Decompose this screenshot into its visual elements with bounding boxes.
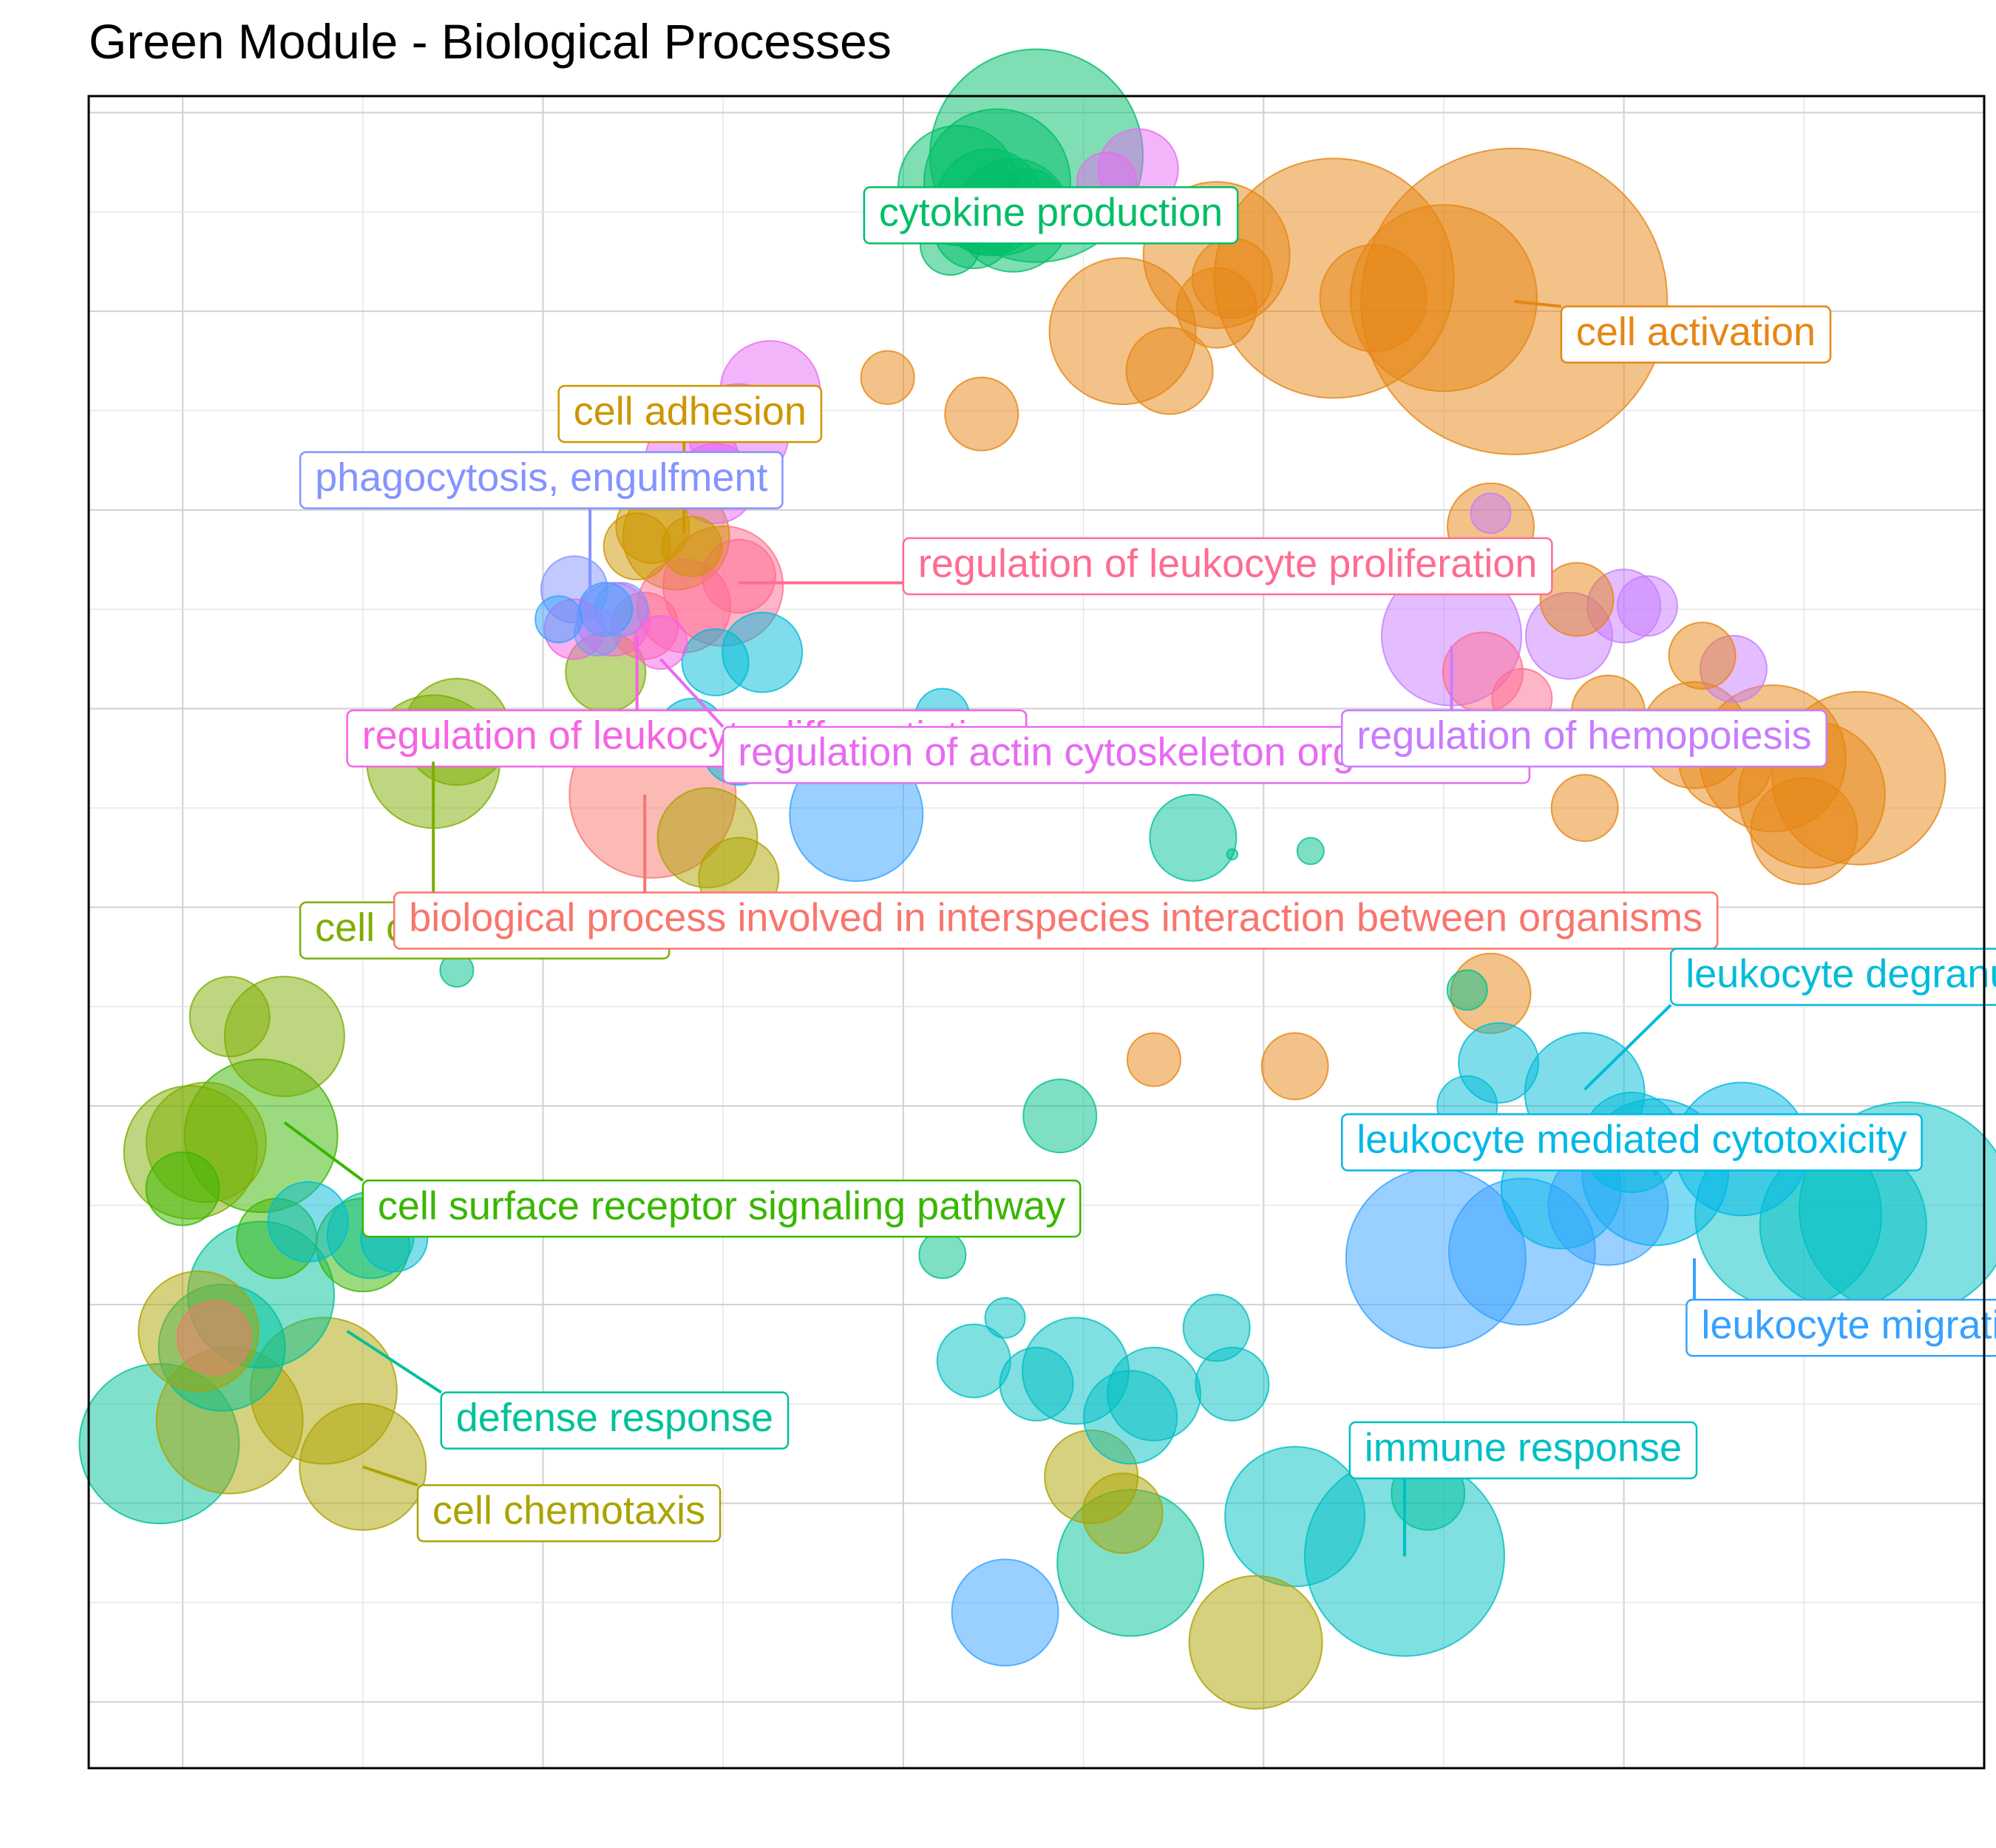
chart-title: Green Module - Biological Processes (89, 14, 892, 69)
data-point-bubble (1260, 1032, 1329, 1101)
label-box (1686, 1299, 1996, 1357)
label-box (416, 1484, 722, 1543)
label-box (902, 537, 1553, 596)
data-point-bubble (145, 1151, 220, 1226)
series-label: immune response (1365, 1425, 1682, 1470)
data-point-bubble (918, 1231, 967, 1280)
series-label: phagocytosis, engulfment (315, 455, 767, 500)
data-point-bubble (1175, 267, 1257, 349)
data-point-bubble (1470, 492, 1512, 534)
label-leader-line (346, 1330, 442, 1394)
data-point-bubble (984, 1297, 1026, 1339)
series-label: biological process involved in interspec… (409, 896, 1703, 940)
data-point-bubble (1082, 1472, 1164, 1555)
data-point-bubble (951, 1558, 1059, 1667)
data-point-bubble (1539, 562, 1615, 637)
data-point-bubble (1750, 777, 1858, 886)
data-point-bubble (1446, 969, 1488, 1011)
data-point-bubble (1125, 327, 1214, 415)
label-box (361, 1179, 1082, 1238)
label-leader-line (283, 1121, 364, 1182)
data-point-bubble (1182, 1294, 1251, 1362)
series-label: cell adhesion (574, 389, 807, 433)
panel-border (87, 95, 1986, 1770)
label-box (1340, 1113, 1923, 1172)
series-label: cell surface receptor signaling pathway (378, 1183, 1066, 1228)
data-point-bubble (602, 512, 671, 581)
data-point-bubble (1022, 1078, 1098, 1154)
data-point-bubble (1668, 621, 1737, 690)
label-box (440, 1391, 790, 1450)
label-box (1348, 1421, 1698, 1480)
data-point-bubble (1550, 774, 1619, 843)
label-box (299, 451, 784, 509)
data-point-bubble (1224, 1446, 1366, 1588)
data-point-bubble (267, 1181, 349, 1263)
label-leader-line (1583, 1004, 1672, 1091)
data-point-bubble (177, 1300, 252, 1376)
label-leader-line (362, 1465, 418, 1487)
data-point-bubble (860, 350, 915, 405)
data-point-bubble (1319, 244, 1428, 353)
data-point-bubble (534, 595, 583, 644)
data-point-bubble (299, 1402, 427, 1531)
series-label: cell activation (1576, 310, 1816, 354)
data-point-bubble (1126, 1032, 1181, 1087)
series-label: regulation of hemopoiesis (1357, 713, 1811, 758)
label-box (1340, 709, 1827, 768)
data-point-bubble (661, 515, 723, 577)
label-box (863, 186, 1239, 245)
series-label: cell chemotaxis (432, 1488, 705, 1532)
data-point-bubble (633, 615, 688, 670)
label-box (557, 384, 823, 444)
series-label: defense response (456, 1396, 773, 1440)
label-leader-line (1514, 299, 1562, 308)
label-box (393, 891, 1719, 950)
data-point-bubble (189, 976, 271, 1058)
data-point-bubble (701, 538, 776, 614)
series-label: leukocyte migration (1701, 1303, 1996, 1348)
series-label: cytokine production (879, 191, 1223, 235)
data-point-bubble (1149, 793, 1238, 882)
data-point-bubble (1106, 1346, 1201, 1441)
data-point-bubble (1616, 575, 1678, 637)
label-leader-line (659, 658, 724, 728)
series-label: regulation of leukocyte proliferation (918, 541, 1538, 585)
label-layer: cytokine production cell activation cell a… (283, 182, 1996, 1557)
series-label: leukocyte mediated cytotoxicity (1357, 1118, 1907, 1162)
data-point-bubble (681, 628, 750, 696)
data-point-bubble (944, 376, 1019, 452)
data-point-bubble (936, 1323, 1011, 1399)
label-box (1669, 948, 1996, 1006)
series-label: leukocyte degranulation (1686, 952, 1996, 996)
data-point-bubble (1226, 848, 1239, 860)
bubble-layer (78, 48, 1996, 1710)
data-point-bubble (1296, 837, 1325, 866)
label-box (1560, 305, 1832, 364)
data-point-bubble (1188, 1574, 1323, 1710)
